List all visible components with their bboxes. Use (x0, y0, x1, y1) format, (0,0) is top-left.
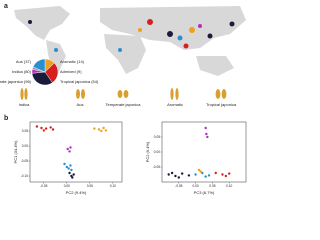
world-map (14, 6, 246, 76)
point (170, 171, 174, 175)
x-tick-label: 0.00 (192, 184, 198, 188)
point (197, 168, 201, 172)
y-tick-label: -0.05 (21, 159, 28, 163)
pie-slice (32, 58, 46, 73)
panel-label: b (4, 115, 8, 122)
point (180, 172, 184, 175)
point (67, 167, 70, 170)
point (65, 165, 69, 169)
point (71, 176, 74, 179)
pie-slice (31, 71, 53, 86)
point (68, 150, 71, 153)
panel-label: a (4, 3, 8, 10)
x-tick-label: 0.05 (87, 184, 93, 188)
grain-label: Tropical japonica (206, 102, 237, 107)
x-tick-label: 0.00 (64, 184, 70, 188)
point (69, 164, 72, 167)
point (205, 132, 208, 136)
legend-label: Indica (80) (12, 69, 32, 74)
x-tick-label: -0.05 (175, 184, 182, 188)
point (206, 135, 209, 139)
point (102, 126, 105, 130)
legend-label: Admixed (9) (60, 69, 82, 74)
point (69, 146, 72, 149)
legend-label: Tropical japonica (54) (60, 79, 99, 84)
y-tick-label: 0.05 (154, 135, 160, 139)
x-tick-label: 0.10 (226, 184, 232, 188)
point (167, 173, 170, 176)
plot-frame (161, 121, 247, 183)
x-tick-label: 0.10 (110, 184, 116, 188)
point (49, 126, 52, 129)
point (174, 174, 177, 178)
point (177, 176, 180, 179)
point (221, 173, 224, 176)
y-tick-label: 0.05 (22, 129, 28, 133)
x-tick-label: 0.05 (209, 184, 215, 188)
plot-frame (29, 121, 123, 183)
point (35, 125, 39, 128)
point (93, 127, 96, 130)
legend-label: Temperate japonica (96) (0, 79, 32, 84)
grain-label: Temperate japonica (106, 102, 142, 107)
x-tick-label: -0.05 (40, 184, 47, 188)
y-axis-label: PC1 (34.4%) (13, 140, 18, 164)
point (66, 147, 69, 151)
point (68, 171, 71, 175)
y-tick-label: 0.00 (154, 150, 160, 154)
point (199, 170, 202, 173)
grain-label: Aus (77, 102, 84, 107)
y-axis-label: PC2 (9.4%) (145, 141, 150, 162)
grain-label: Aromatic (167, 102, 183, 107)
point (204, 175, 207, 178)
y-tick-label: 0.00 (22, 144, 28, 148)
point (63, 162, 66, 166)
point (104, 129, 108, 132)
grain-label: Indica (19, 102, 30, 107)
point (72, 173, 75, 176)
y-tick-label: -0.05 (153, 165, 160, 169)
point (51, 128, 55, 131)
grains (20, 88, 227, 100)
point (204, 126, 207, 130)
legend-label: Aromatic (14) (60, 59, 85, 64)
figure: a b Indica Aus Temperate japonica Aromatic T… (0, 3, 247, 195)
point (207, 174, 211, 177)
point (44, 127, 48, 130)
y-tick-label: -0.10 (21, 174, 28, 178)
x-axis-label: PC3 (6.7%) (194, 190, 215, 195)
point (224, 174, 228, 178)
point (194, 173, 197, 176)
point (214, 171, 217, 175)
point (42, 129, 45, 132)
x-axis-label: PC2 (9.4%) (66, 190, 87, 195)
point (40, 126, 43, 130)
point (70, 168, 73, 172)
legend-label: Aus (37) (16, 59, 32, 64)
point (201, 171, 204, 175)
point (97, 128, 101, 131)
point (100, 129, 103, 133)
point (187, 174, 191, 177)
point (228, 172, 231, 175)
